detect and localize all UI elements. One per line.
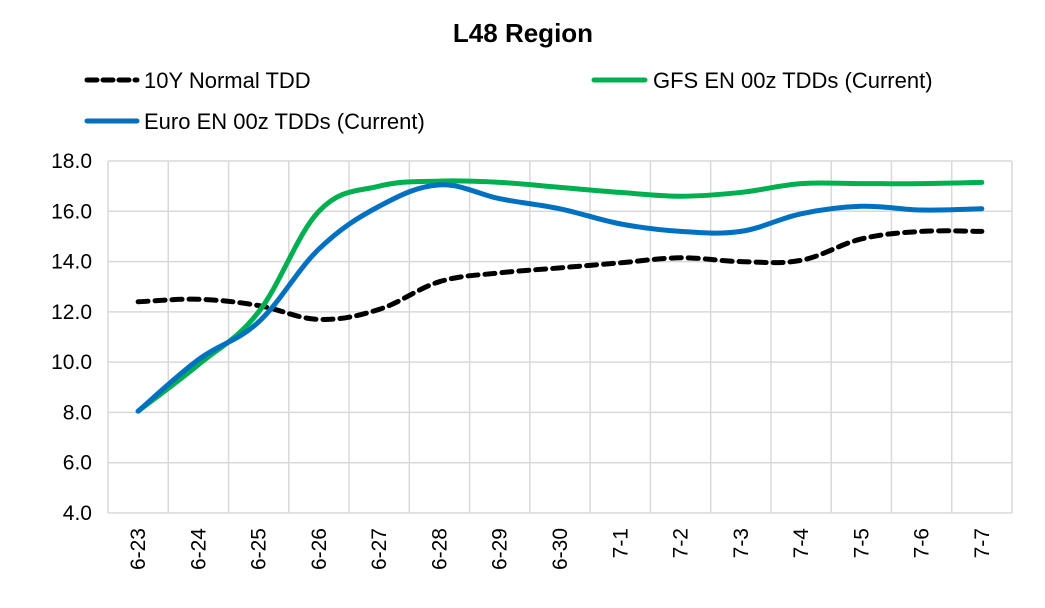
data-point bbox=[136, 409, 141, 414]
legend: 10Y Normal TDD GFS EN 00z TDDs (Current)… bbox=[84, 68, 933, 134]
data-point bbox=[678, 229, 683, 234]
data-point bbox=[497, 180, 502, 185]
data-point bbox=[979, 180, 984, 185]
data-point bbox=[738, 259, 743, 264]
chart-title: L48 Region bbox=[453, 18, 593, 48]
x-tick-label: 7-1 bbox=[609, 528, 632, 558]
data-point bbox=[859, 181, 864, 186]
data-point bbox=[196, 297, 201, 302]
x-tick-label: 6-26 bbox=[308, 528, 331, 570]
x-tick-label: 6-30 bbox=[549, 528, 572, 570]
x-tick-label: 6-23 bbox=[127, 528, 150, 570]
legend-label-normal: 10Y Normal TDD bbox=[144, 68, 311, 93]
data-point bbox=[738, 190, 743, 195]
data-point bbox=[437, 279, 442, 284]
x-tick-label: 6-27 bbox=[368, 528, 391, 570]
x-tick-label: 7-5 bbox=[850, 528, 873, 558]
data-point bbox=[256, 309, 261, 314]
data-point bbox=[859, 204, 864, 209]
y-tick-label: 8.0 bbox=[63, 401, 92, 424]
data-point bbox=[558, 185, 563, 190]
data-point bbox=[979, 206, 984, 211]
data-point bbox=[738, 229, 743, 234]
data-point bbox=[558, 206, 563, 211]
y-axis-ticks: 4.0 6.0 8.0 10.0 12.0 14.0 16.0 18.0 bbox=[51, 150, 92, 525]
legend-label-euro: Euro EN 00z TDDs (Current) bbox=[144, 109, 425, 134]
data-point bbox=[316, 247, 321, 252]
data-point bbox=[678, 255, 683, 260]
x-tick-label: 6-28 bbox=[428, 528, 451, 570]
data-point bbox=[799, 211, 804, 216]
x-tick-label: 7-4 bbox=[790, 528, 813, 559]
x-tick-label: 7-3 bbox=[730, 528, 753, 558]
series-line-gfs bbox=[135, 178, 985, 414]
y-tick-label: 12.0 bbox=[51, 301, 92, 324]
x-tick-label: 6-29 bbox=[489, 528, 512, 570]
legend-item-gfs: GFS EN 00z TDDs (Current) bbox=[591, 68, 933, 93]
y-tick-label: 10.0 bbox=[51, 351, 92, 374]
data-point bbox=[979, 229, 984, 234]
x-tick-label: 7-2 bbox=[670, 528, 693, 558]
data-point bbox=[497, 196, 502, 201]
x-tick-label: 6-24 bbox=[187, 528, 210, 570]
series-line-euro bbox=[135, 182, 985, 414]
data-point bbox=[919, 229, 924, 234]
y-tick-label: 16.0 bbox=[51, 200, 92, 223]
legend-item-normal: 10Y Normal TDD bbox=[84, 68, 311, 93]
legend-item-euro: Euro EN 00z TDDs (Current) bbox=[84, 109, 425, 134]
data-point bbox=[437, 182, 442, 187]
x-axis-ticks: 6-23 6-24 6-25 6-26 6-27 6-28 6-29 6-30 7-1 7-2 7-… bbox=[127, 528, 994, 570]
x-tick-label: 6-25 bbox=[248, 528, 271, 570]
data-point bbox=[377, 307, 382, 312]
gridlines bbox=[107, 160, 1013, 514]
data-point bbox=[618, 221, 623, 226]
series-lines bbox=[135, 178, 985, 414]
data-point bbox=[136, 299, 141, 304]
data-point bbox=[919, 181, 924, 186]
data-point bbox=[316, 209, 321, 214]
data-point bbox=[678, 194, 683, 199]
y-tick-label: 4.0 bbox=[63, 502, 92, 525]
data-point bbox=[799, 181, 804, 186]
data-point bbox=[618, 190, 623, 195]
x-tick-label: 7-6 bbox=[911, 528, 934, 558]
data-point bbox=[919, 208, 924, 213]
data-point bbox=[377, 204, 382, 209]
data-point bbox=[799, 258, 804, 263]
data-point bbox=[316, 317, 321, 322]
data-point bbox=[618, 260, 623, 265]
data-point bbox=[256, 319, 261, 324]
series-line-normal bbox=[135, 228, 985, 322]
y-tick-label: 18.0 bbox=[51, 150, 92, 173]
data-point bbox=[558, 265, 563, 270]
data-point bbox=[497, 270, 502, 275]
data-point bbox=[377, 184, 382, 189]
y-tick-label: 6.0 bbox=[63, 452, 92, 475]
data-point bbox=[859, 236, 864, 241]
x-tick-label: 7-7 bbox=[971, 528, 994, 558]
data-point bbox=[196, 357, 201, 362]
y-tick-label: 14.0 bbox=[51, 251, 92, 274]
legend-label-gfs: GFS EN 00z TDDs (Current) bbox=[653, 68, 933, 93]
